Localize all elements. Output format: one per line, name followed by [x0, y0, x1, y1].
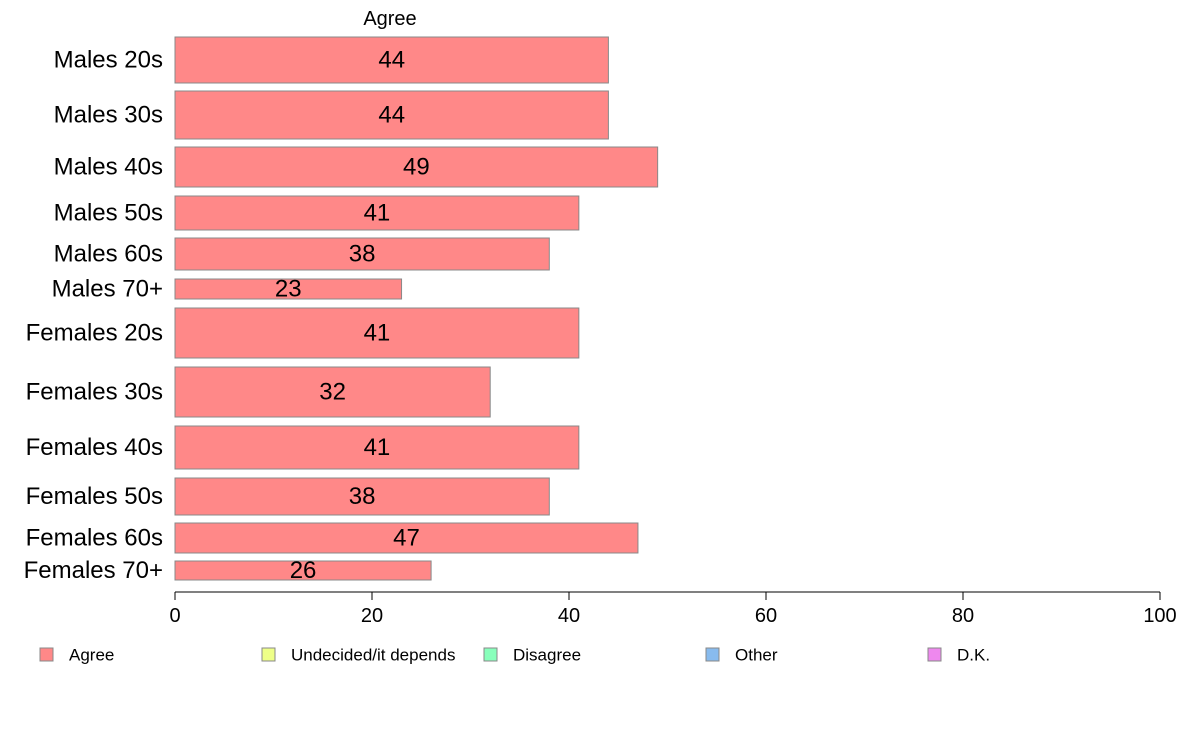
- legend-swatch: [483, 647, 498, 662]
- category-label: Females 30s: [26, 379, 163, 406]
- category-label: Females 50s: [26, 483, 163, 510]
- category-label: Males 60s: [54, 241, 163, 268]
- legend: Agree Undecided/it depends Disagree Other D.…: [39, 646, 990, 665]
- bar: [174, 307, 580, 359]
- data-label: 41: [364, 200, 391, 227]
- legend-swatch: [705, 647, 720, 662]
- data-label: 32: [319, 379, 346, 406]
- bar: [174, 522, 639, 554]
- legend-label: Undecided/it depends: [291, 646, 455, 665]
- bar: [174, 366, 491, 418]
- bar: [174, 560, 432, 581]
- legend-swatch: [39, 647, 54, 662]
- data-label: 44: [378, 102, 405, 129]
- x-tick-label: 20: [361, 605, 383, 627]
- legend-label: Disagree: [513, 646, 581, 665]
- category-label: Females 20s: [26, 320, 163, 347]
- data-label: 49: [403, 154, 430, 181]
- x-tick-label: 0: [169, 605, 180, 627]
- legend-label: Other: [735, 646, 778, 665]
- category-label: Females 40s: [26, 434, 163, 461]
- x-tick-label: 80: [952, 605, 974, 627]
- legend-label: D.K.: [957, 646, 990, 665]
- category-label: Males 50s: [54, 200, 163, 227]
- data-label: 23: [275, 276, 302, 303]
- category-label: Males 30s: [54, 102, 163, 129]
- category-label: Females 70+: [24, 557, 163, 584]
- bar: [174, 146, 659, 188]
- bar: [174, 36, 609, 84]
- category-label: Males 40s: [54, 154, 163, 181]
- bar: [174, 195, 580, 231]
- bars-layer: Males 20s 44 Males 30s 44 Males 40s 49 Males 5…: [24, 36, 659, 584]
- data-label: 38: [349, 241, 376, 268]
- data-label: 41: [364, 434, 391, 461]
- legend-swatch: [927, 647, 942, 662]
- category-label: Males 20s: [54, 47, 163, 74]
- data-label: 38: [349, 483, 376, 510]
- bar: [174, 90, 609, 140]
- x-tick-label: 40: [558, 605, 580, 627]
- x-axis: 0 20 40 60 80 100: [169, 591, 1177, 627]
- bar: [174, 278, 403, 300]
- legend-swatch: [261, 647, 276, 662]
- data-label: 26: [290, 557, 317, 584]
- bar: [174, 477, 550, 516]
- x-tick-label: 60: [755, 605, 777, 627]
- data-label: 44: [378, 47, 405, 74]
- bar: [174, 425, 580, 470]
- x-tick-label: 100: [1143, 605, 1176, 627]
- category-label: Males 70+: [52, 276, 163, 303]
- chart-title: Agree: [363, 8, 416, 30]
- legend-label: Agree: [69, 646, 114, 665]
- bar: [174, 237, 550, 271]
- data-label: 47: [393, 525, 420, 552]
- data-label: 41: [364, 320, 391, 347]
- category-label: Females 60s: [26, 525, 163, 552]
